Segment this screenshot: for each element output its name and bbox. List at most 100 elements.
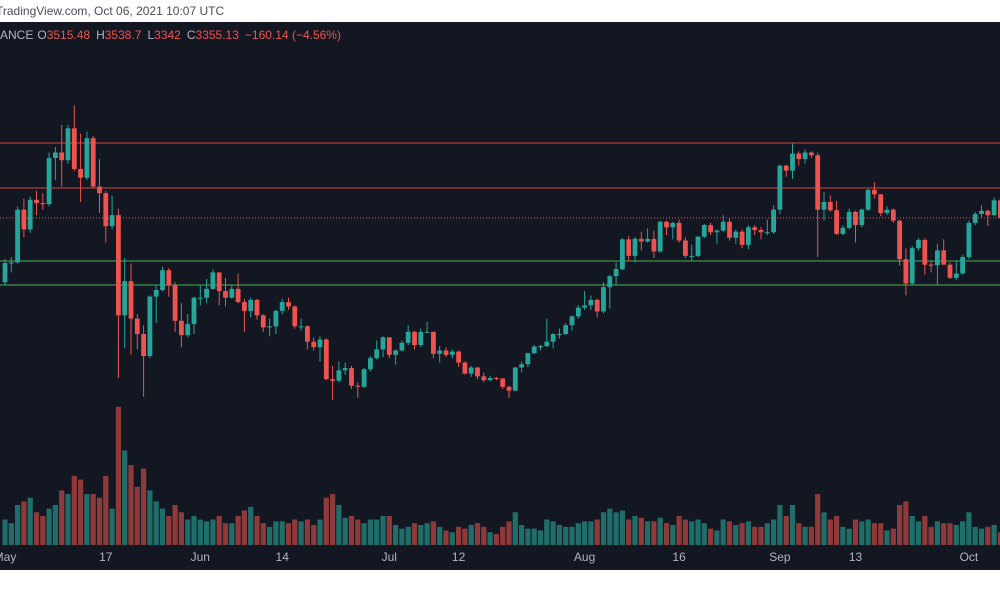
- volume-bar: [424, 523, 430, 545]
- candle-body: [134, 318, 140, 334]
- candle-body: [947, 264, 953, 278]
- candle-body: [292, 306, 298, 327]
- volume-bar: [500, 526, 506, 545]
- volume-bar: [626, 519, 632, 545]
- volume-bar: [267, 526, 273, 545]
- candle-body: [695, 236, 701, 256]
- volume-bar: [191, 515, 197, 545]
- candle-body: [210, 272, 216, 289]
- candle-body: [998, 200, 1000, 218]
- volume-bar: [292, 519, 298, 545]
- candle-body: [494, 378, 499, 380]
- volume-bar: [903, 501, 909, 545]
- candle-body: [172, 285, 178, 321]
- candle-body: [966, 222, 972, 257]
- candle-body: [777, 165, 783, 210]
- volume-bar: [506, 521, 512, 545]
- volume-bar: [134, 486, 140, 545]
- volume-bar: [109, 508, 115, 545]
- volume-bar: [512, 512, 518, 545]
- candle-body: [84, 138, 90, 178]
- volume-bar: [487, 532, 493, 545]
- candle-body: [544, 341, 550, 347]
- volume-bar: [254, 515, 260, 545]
- volume-bar: [519, 525, 525, 545]
- candle-body: [2, 263, 8, 283]
- volume-bar: [222, 523, 229, 545]
- candle-body: [437, 350, 443, 354]
- header-strip: [0, 0, 1000, 22]
- candle-body: [248, 299, 254, 311]
- volume-bar: [393, 525, 399, 545]
- candle-body: [197, 297, 203, 299]
- volume-bar: [645, 521, 651, 545]
- candle-body: [147, 296, 153, 356]
- volume-bar: [418, 525, 424, 545]
- candle-body: [27, 199, 33, 230]
- candle-body: [821, 201, 827, 210]
- candle-body: [607, 276, 613, 288]
- volume-bar: [380, 515, 386, 545]
- candle-body: [890, 209, 896, 221]
- candle-body: [815, 155, 821, 210]
- volume-bar: [279, 521, 285, 545]
- x-tick-label: 17: [99, 550, 113, 564]
- volume-bar: [78, 479, 84, 545]
- candle-body: [229, 288, 235, 298]
- volume-bar: [556, 525, 562, 545]
- candle-body: [733, 231, 739, 238]
- volume-bar: [859, 521, 865, 545]
- candle-body: [500, 378, 506, 387]
- volume-bar: [468, 525, 474, 545]
- volume-bar: [808, 526, 814, 545]
- volume-bar: [972, 526, 978, 545]
- candle-body: [412, 331, 417, 345]
- candle-body: [65, 128, 71, 161]
- volume-bar: [115, 406, 121, 545]
- x-tick-label: 14: [276, 550, 290, 564]
- candle-body: [260, 315, 266, 328]
- volume-bar: [941, 523, 947, 545]
- candle-body: [601, 287, 606, 312]
- candle-body: [985, 210, 991, 216]
- volume-bar: [802, 526, 808, 545]
- volume-bar: [481, 526, 487, 545]
- volume-bar: [966, 512, 972, 545]
- candle-body: [771, 209, 776, 233]
- candle-body: [78, 168, 83, 178]
- x-tick-label: Oct: [960, 550, 979, 564]
- candle-body: [689, 255, 695, 257]
- candle-body: [254, 299, 260, 316]
- candle-body: [557, 333, 562, 335]
- volume-bar: [71, 475, 77, 545]
- candle-body: [317, 339, 323, 348]
- candle-body: [40, 203, 46, 205]
- candle-body: [645, 238, 650, 242]
- candle-body: [330, 379, 335, 381]
- candle-body: [727, 221, 732, 238]
- candle-body: [323, 339, 329, 380]
- volume-bar: [827, 519, 833, 545]
- candle-body: [626, 239, 632, 256]
- candle-body: [796, 153, 802, 160]
- volume-bar: [159, 508, 166, 545]
- x-tick-label: 12: [452, 550, 466, 564]
- volume-bar: [273, 521, 279, 545]
- x-tick-label: 13: [849, 550, 863, 564]
- volume-bar: [670, 525, 676, 545]
- legend-value: 3515.48: [47, 28, 91, 42]
- candle-body: [922, 239, 928, 265]
- candle-body: [834, 210, 839, 234]
- volume-bar: [815, 494, 821, 545]
- volume-bar: [336, 505, 342, 545]
- candle-body: [746, 227, 751, 245]
- volume-bar: [569, 526, 575, 545]
- candle-body: [714, 230, 720, 233]
- volume-bar: [840, 526, 846, 545]
- volume-bar: [537, 530, 544, 545]
- volume-bar: [758, 526, 764, 545]
- candle-body: [273, 310, 279, 327]
- candle-body: [361, 369, 367, 387]
- volume-bar: [638, 517, 644, 545]
